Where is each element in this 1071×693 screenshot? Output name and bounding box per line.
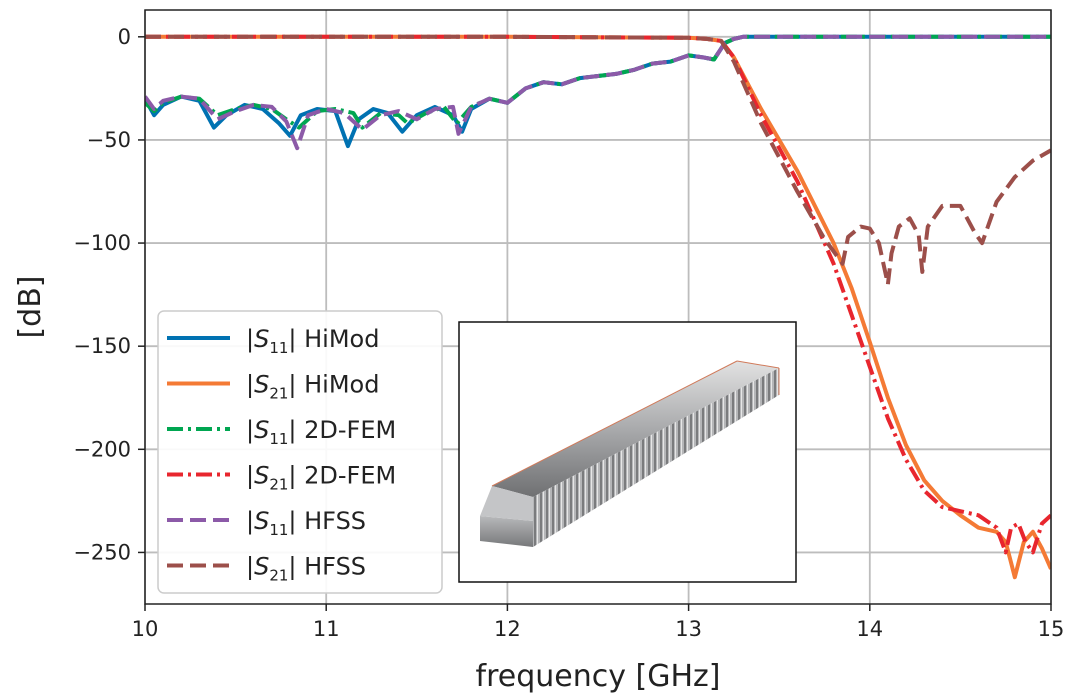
x-tick-label: 10 [132, 617, 159, 641]
legend-label-tail: | HFSS [288, 507, 366, 535]
legend-label-2: |S11| 2D-FEM [246, 416, 396, 448]
x-axis-label: frequency [GHz] [476, 659, 721, 693]
legend-label-tail: | HiMod [288, 371, 379, 399]
x-axis: 10 11 12 13 14 15 [132, 604, 1065, 641]
y-tick-label: −250 [73, 540, 131, 564]
y-tick-label: −200 [73, 437, 131, 461]
legend-label-tail: | HiMod [288, 325, 379, 353]
plot-frame [144, 9, 1052, 605]
legend-label-subscript: 21 [269, 385, 288, 403]
series-line-0 [145, 34, 1051, 149]
y-tick-label: −100 [73, 231, 131, 255]
x-tick-label: 11 [313, 617, 340, 641]
legend-label-3: |S21| 2D-FEM [246, 462, 396, 494]
y-tick-label: 0 [118, 25, 131, 49]
y-tick-label: −50 [87, 128, 131, 152]
series-line-5 [145, 34, 1051, 287]
legend-label-main: |S [246, 553, 269, 581]
legend-label-main: |S [246, 325, 269, 353]
legend-label-main: |S [246, 507, 269, 535]
y-axis: 0 −50 −100 −150 −200 −250 [73, 25, 145, 564]
legend-label-main: |S [246, 371, 269, 399]
legend-label-subscript: 11 [269, 521, 288, 539]
inset-panel [458, 321, 797, 583]
legend-label-subscript: 21 [269, 476, 288, 494]
legend-label-main: |S [246, 462, 269, 490]
x-tick-label: 15 [1038, 617, 1065, 641]
y-tick-label: −150 [73, 334, 131, 358]
legend-label-1: |S21| HiMod [246, 371, 379, 403]
legend-label-tail: | 2D-FEM [288, 416, 396, 444]
legend-label-0: |S11| HiMod [246, 325, 379, 357]
legend-label-subscript: 11 [269, 430, 288, 448]
legend-label-subscript: 21 [269, 567, 288, 585]
legend-label-4: |S11| HFSS [246, 507, 366, 539]
legend-label-subscript: 11 [269, 339, 288, 357]
y-axis-label: [dB] [13, 275, 48, 338]
legend-frame [157, 310, 443, 594]
x-tick-label: 14 [856, 617, 883, 641]
legend: |S11| HiMod|S21| HiMod|S11| 2D-FEM|S21| … [157, 310, 443, 594]
waveguide-render-image [480, 360, 780, 547]
plot-lines [145, 34, 1051, 580]
legend-label-main: |S [246, 416, 269, 444]
x-tick-label: 12 [494, 617, 521, 641]
series-line-2 [145, 34, 1051, 130]
legend-label-tail: | HFSS [288, 553, 366, 581]
legend-label-tail: | 2D-FEM [288, 462, 396, 490]
series-line-4 [145, 34, 1051, 151]
x-tick-label: 13 [675, 617, 702, 641]
legend-label-5: |S21| HFSS [246, 553, 366, 585]
